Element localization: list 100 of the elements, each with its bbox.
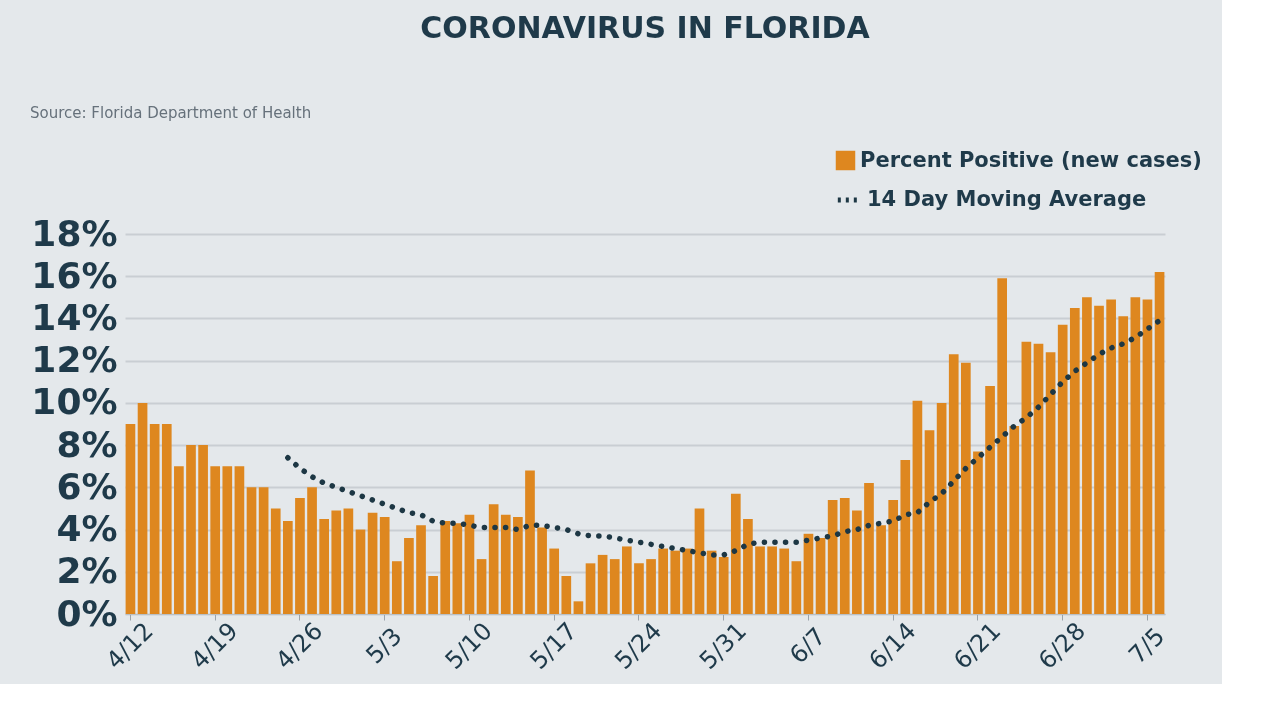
bar bbox=[283, 521, 293, 614]
bar bbox=[270, 508, 281, 614]
bar bbox=[1082, 297, 1092, 614]
x-tick-label: 5/3 bbox=[360, 622, 408, 670]
bar bbox=[973, 451, 983, 614]
bar bbox=[198, 445, 208, 614]
bar bbox=[609, 559, 620, 614]
bar bbox=[186, 445, 196, 614]
bar bbox=[1045, 352, 1056, 614]
bar bbox=[391, 561, 402, 614]
bar bbox=[476, 559, 487, 614]
bar bbox=[658, 548, 668, 614]
bar bbox=[379, 516, 390, 614]
bar bbox=[174, 466, 184, 614]
bar bbox=[210, 466, 221, 614]
bar bbox=[513, 516, 523, 614]
bar bbox=[331, 510, 342, 614]
bar bbox=[755, 546, 765, 614]
bar bbox=[924, 430, 935, 614]
bar bbox=[767, 546, 777, 614]
bar bbox=[1118, 316, 1129, 614]
bar bbox=[561, 576, 572, 614]
bar bbox=[404, 538, 414, 614]
bar bbox=[1009, 426, 1020, 614]
bar bbox=[125, 424, 136, 614]
bar bbox=[682, 548, 693, 614]
y-tick-label: 8% bbox=[56, 423, 118, 465]
bar bbox=[1130, 297, 1141, 614]
bar bbox=[161, 424, 172, 614]
bar bbox=[355, 529, 366, 614]
bar bbox=[1033, 343, 1044, 614]
bar bbox=[452, 523, 463, 614]
bar bbox=[779, 548, 790, 614]
bar bbox=[234, 466, 245, 614]
x-tick-label: 7/5 bbox=[1123, 622, 1171, 670]
bar bbox=[743, 519, 753, 614]
bar bbox=[985, 386, 995, 614]
y-tick-label: 4% bbox=[56, 508, 118, 550]
bar bbox=[912, 400, 923, 614]
bar bbox=[791, 561, 802, 614]
y-tick-label: 6% bbox=[56, 465, 118, 507]
y-tick-label: 18% bbox=[31, 212, 118, 254]
bar bbox=[1094, 305, 1104, 614]
bar bbox=[864, 483, 874, 614]
bar bbox=[137, 402, 148, 614]
bar bbox=[803, 533, 814, 614]
bar bbox=[1154, 272, 1165, 614]
bar bbox=[852, 510, 862, 614]
y-tick-label: 12% bbox=[31, 339, 118, 381]
bar bbox=[416, 525, 426, 614]
bar bbox=[888, 500, 899, 614]
bar bbox=[464, 514, 475, 614]
bar bbox=[839, 497, 850, 614]
bar bbox=[440, 521, 451, 614]
y-tick-label: 2% bbox=[56, 550, 118, 592]
bar bbox=[246, 487, 257, 614]
bar bbox=[500, 514, 511, 614]
legend-label: 14 Day Moving Average bbox=[867, 187, 1147, 211]
y-tick-label: 16% bbox=[31, 254, 118, 296]
bar bbox=[597, 554, 608, 614]
bar bbox=[1142, 299, 1153, 614]
bar bbox=[149, 424, 160, 614]
bar bbox=[343, 508, 354, 614]
bar bbox=[948, 354, 959, 614]
y-tick-label: 10% bbox=[31, 381, 118, 423]
bar bbox=[428, 576, 438, 614]
bar bbox=[1057, 324, 1068, 614]
bar bbox=[646, 559, 656, 614]
bar bbox=[718, 557, 729, 614]
bar bbox=[319, 519, 329, 614]
source-note: Source: Florida Department of Health bbox=[30, 104, 312, 122]
bar bbox=[295, 497, 305, 614]
bar bbox=[670, 550, 681, 614]
legend-label: Percent Positive (new cases) bbox=[860, 147, 1202, 172]
bar bbox=[367, 512, 378, 614]
bar bbox=[900, 459, 911, 614]
bar bbox=[585, 563, 596, 614]
bar bbox=[634, 563, 644, 614]
bar bbox=[815, 538, 826, 614]
bar bbox=[622, 546, 632, 614]
bar bbox=[307, 487, 317, 614]
bar bbox=[1021, 341, 1032, 614]
bar bbox=[694, 508, 705, 614]
x-tick-label: 6/7 bbox=[784, 622, 832, 670]
bar bbox=[827, 500, 838, 614]
bar bbox=[876, 525, 886, 614]
chart-title: CORONAVIRUS IN FLORIDA bbox=[420, 10, 871, 45]
bar bbox=[961, 362, 971, 614]
bar bbox=[1106, 299, 1116, 614]
bar bbox=[730, 493, 741, 614]
bar bbox=[573, 601, 584, 614]
bar bbox=[936, 402, 947, 614]
bar bbox=[537, 527, 547, 614]
bar bbox=[549, 548, 560, 614]
bar bbox=[488, 504, 499, 614]
bar bbox=[222, 466, 233, 614]
bar bbox=[1069, 307, 1080, 614]
bar bbox=[997, 278, 1007, 614]
bar bbox=[258, 487, 269, 614]
y-tick-label: 14% bbox=[31, 296, 118, 338]
